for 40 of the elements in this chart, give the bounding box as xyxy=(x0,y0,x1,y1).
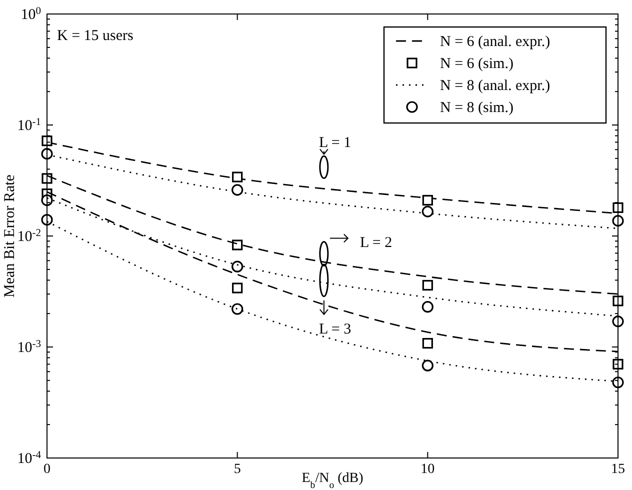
point xyxy=(232,260,244,272)
point xyxy=(612,376,624,388)
point xyxy=(42,173,52,184)
point xyxy=(612,358,624,370)
point xyxy=(232,303,244,315)
point xyxy=(612,296,624,306)
y-tick-label: 10$^{0}$ xyxy=(20,6,41,23)
point xyxy=(612,316,624,328)
point xyxy=(612,215,624,227)
annotation: L = 2 xyxy=(360,235,392,252)
annotation: K = 15 users xyxy=(57,28,134,44)
annotation: L = 1 xyxy=(319,135,352,152)
point xyxy=(232,184,244,196)
point xyxy=(422,360,434,372)
point xyxy=(422,194,433,206)
point xyxy=(422,280,433,291)
legend-label: N = 6 (sim.) xyxy=(440,56,514,72)
y-tick-label: 10$^{-2}$ xyxy=(17,228,41,245)
x-tick-label: 10 xyxy=(420,462,435,477)
y-tick-label: 10$^{-4}$ xyxy=(17,450,42,467)
point xyxy=(422,338,433,349)
annotation: L = 3 xyxy=(319,322,352,338)
point xyxy=(422,301,434,313)
legend-label: N = 8 (sim.) xyxy=(440,100,514,116)
y-tick-label: 10$^{-1}$ xyxy=(17,116,41,134)
point xyxy=(232,240,243,250)
point xyxy=(41,194,53,206)
point xyxy=(422,206,434,218)
y-tick-label: 10$^{-3}$ xyxy=(17,338,41,356)
point xyxy=(232,282,243,294)
legend-label: N = 6 (anal. expr.) xyxy=(440,34,550,50)
x-axis-title: E$_{b}$/N$_{o}$ (dB) xyxy=(302,471,364,490)
point xyxy=(232,172,243,182)
point xyxy=(42,136,52,146)
point xyxy=(612,202,624,213)
legend-label: N = 8 (anal. expr.) xyxy=(440,78,550,94)
y-axis-title: Mean Bit Error Rate xyxy=(2,174,18,298)
x-tick-label: 5 xyxy=(234,462,241,477)
x-tick-label: 0 xyxy=(44,462,50,477)
x-tick-label: 15 xyxy=(611,462,625,477)
